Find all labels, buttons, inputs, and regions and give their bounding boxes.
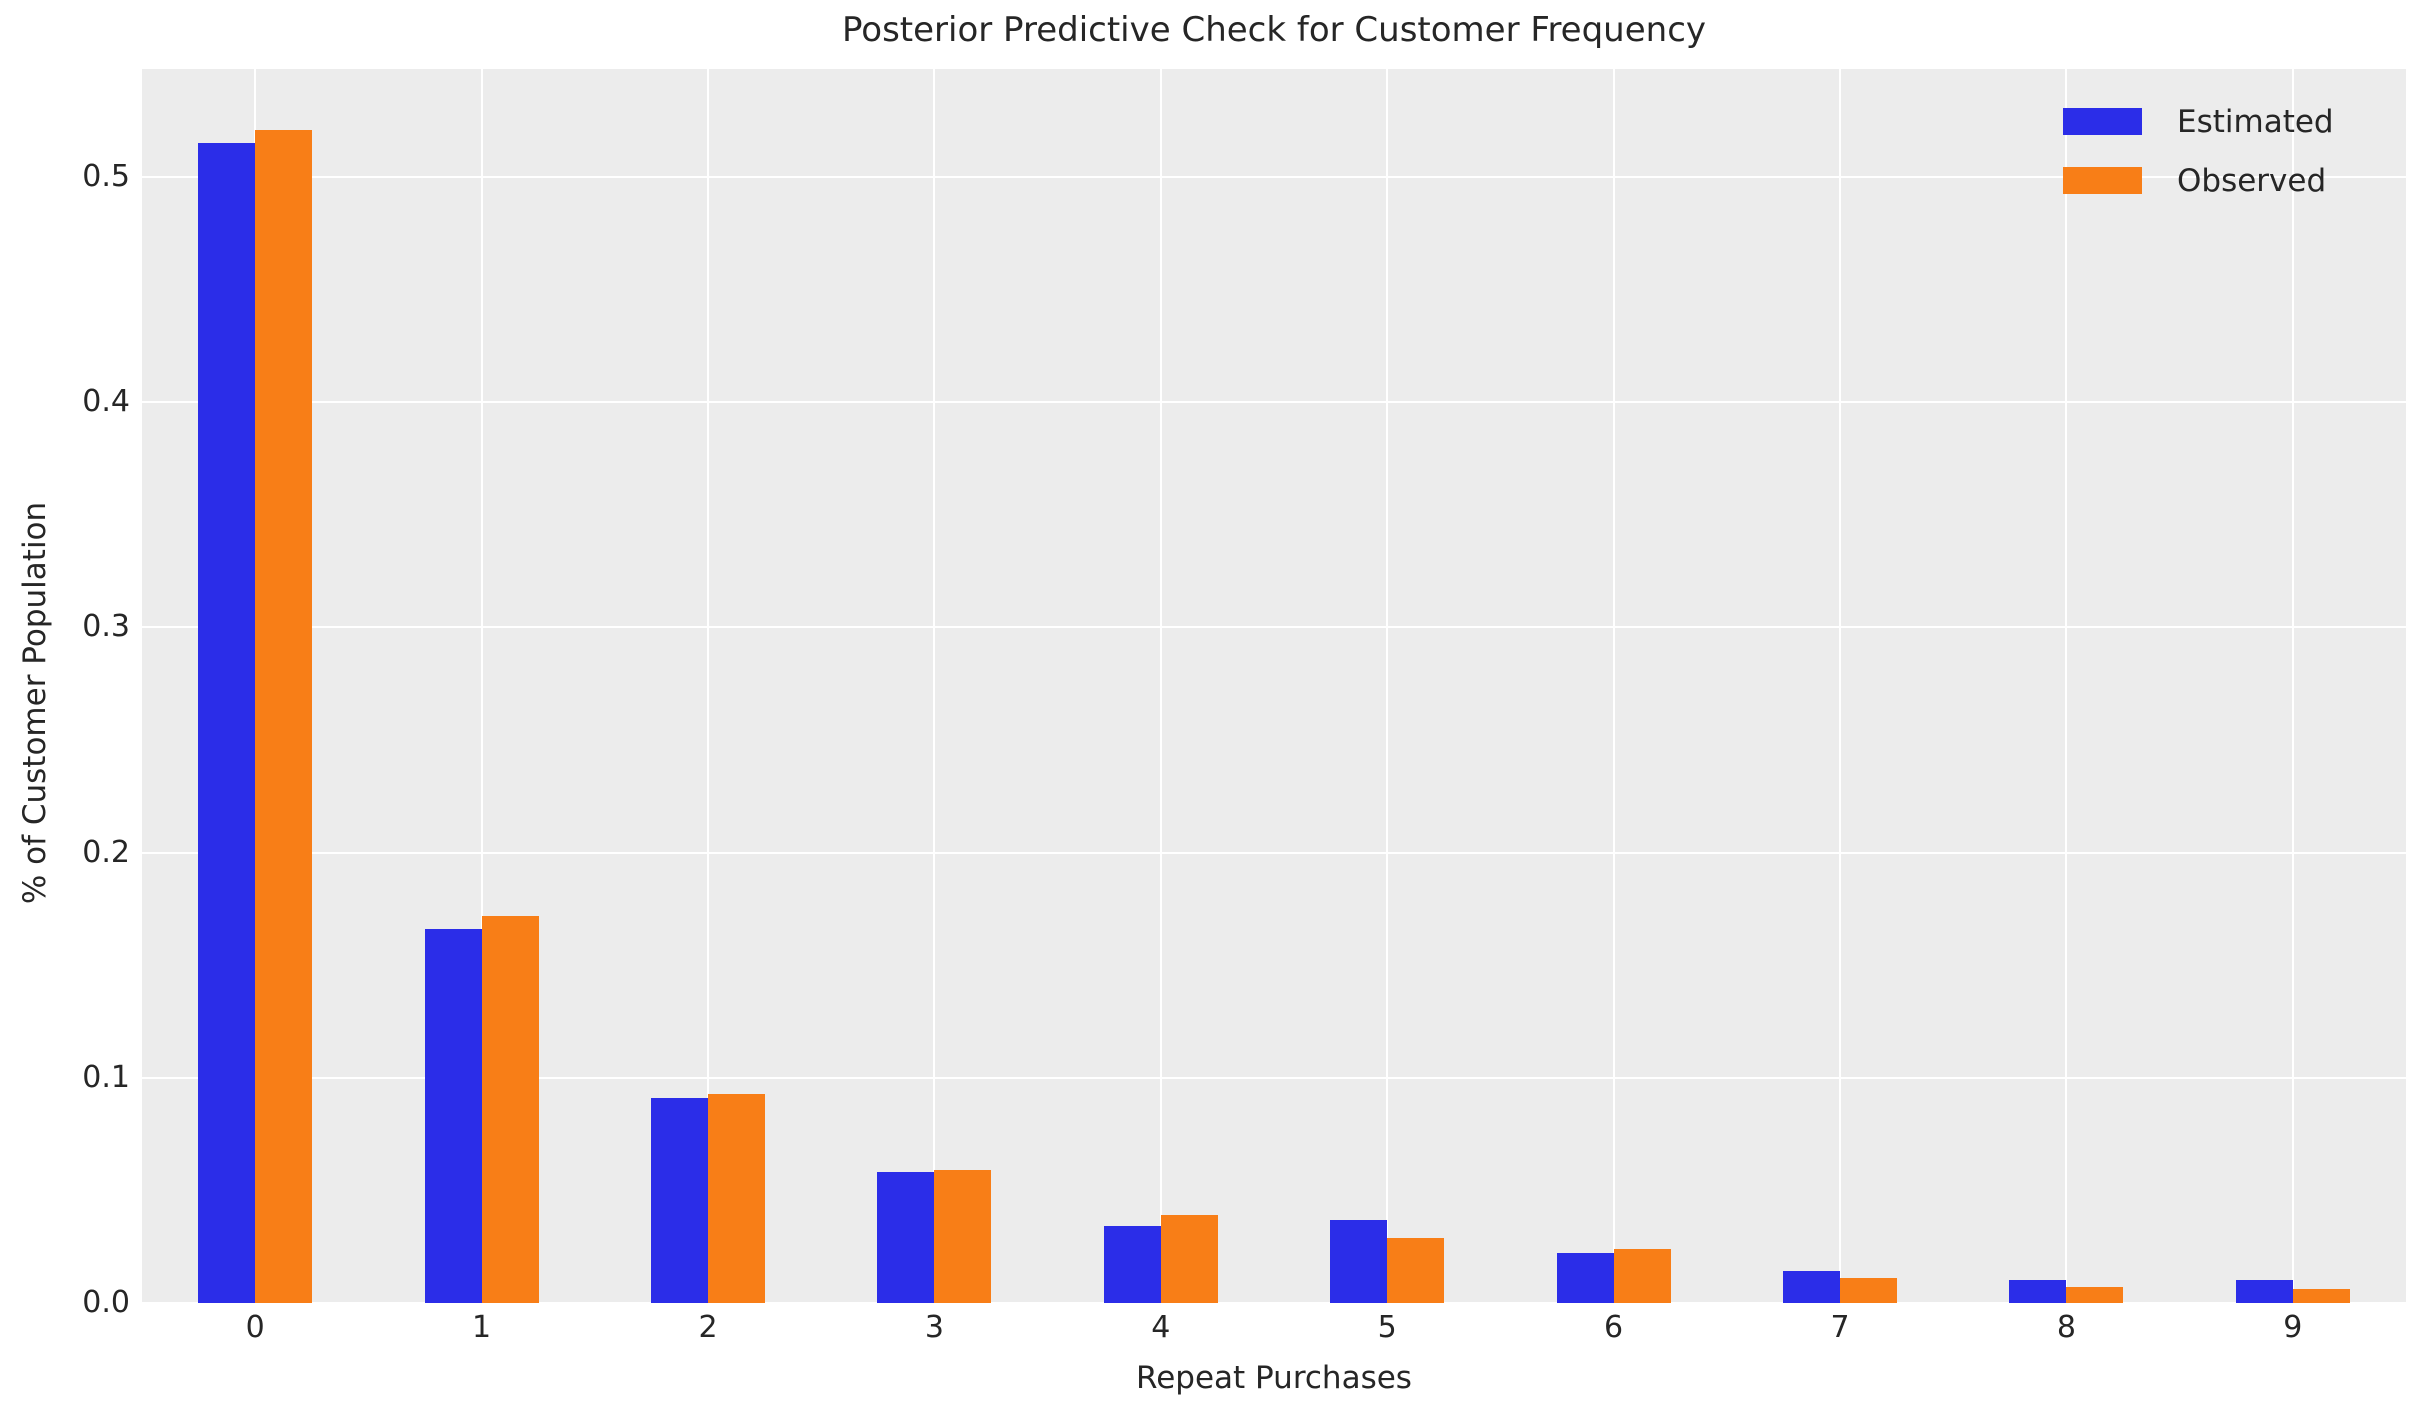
x-tick-label: 8 (2056, 1310, 2076, 1345)
gridline-vertical (2065, 69, 2068, 1303)
y-tick-label: 0.4 (82, 384, 130, 420)
x-tick-label: 4 (1151, 1310, 1171, 1345)
y-tick-label: 0.3 (82, 609, 130, 645)
bar-observed-5 (1387, 1238, 1445, 1303)
gridline-horizontal (142, 851, 2406, 854)
gridline-horizontal (142, 626, 2406, 629)
y-axis-label: % of Customer Population (17, 501, 53, 905)
plot-area: Estimated Observed (142, 69, 2406, 1304)
gridline-vertical (2291, 69, 2294, 1303)
gridline-vertical (1612, 69, 1615, 1303)
gridline-horizontal (142, 1076, 2406, 1079)
x-tick-label: 5 (1377, 1310, 1397, 1345)
y-tick-label: 0.1 (82, 1059, 130, 1095)
bar-observed-7 (1840, 1278, 1897, 1303)
bar-estimated-1 (424, 929, 482, 1303)
gridline-horizontal (142, 1302, 2406, 1304)
bar-observed-9 (2292, 1289, 2350, 1303)
gridline-vertical (480, 69, 483, 1303)
bar-observed-0 (255, 130, 313, 1303)
bar-estimated-6 (1556, 1253, 1614, 1303)
bar-observed-4 (1160, 1215, 1218, 1303)
legend: Estimated Observed (2063, 92, 2334, 210)
x-tick-label: 2 (698, 1310, 718, 1345)
chart-title: Posterior Predictive Check for Customer … (841, 10, 1707, 50)
legend-entry-estimated: Estimated (2063, 92, 2334, 151)
bar-observed-1 (481, 916, 539, 1303)
x-tick-label: 1 (472, 1310, 492, 1345)
bar-estimated-5 (1330, 1220, 1388, 1303)
y-tick-label: 0.5 (82, 159, 130, 195)
x-tick-label: 9 (2283, 1310, 2303, 1345)
bar-observed-3 (934, 1170, 992, 1303)
x-tick-label: 3 (924, 1310, 944, 1345)
bar-estimated-7 (1783, 1271, 1840, 1303)
legend-entry-observed: Observed (2063, 151, 2334, 210)
x-tick-label: 0 (245, 1310, 265, 1345)
y-tick-label: 0.0 (82, 1285, 130, 1320)
gridline-vertical (1386, 69, 1389, 1303)
gridline-vertical (707, 69, 709, 1303)
bar-estimated-8 (2009, 1280, 2067, 1303)
bar-estimated-3 (877, 1172, 935, 1303)
bar-observed-2 (708, 1094, 765, 1303)
bar-estimated-2 (651, 1098, 708, 1303)
bar-estimated-0 (198, 143, 256, 1303)
gridline-vertical (1159, 69, 1162, 1303)
legend-label: Observed (2177, 162, 2327, 199)
legend-swatch-estimated (2063, 108, 2142, 135)
bar-estimated-4 (1103, 1226, 1161, 1303)
y-tick-label: 0.2 (82, 834, 130, 870)
gridline-horizontal (142, 176, 2406, 179)
gridline-horizontal (142, 401, 2406, 404)
x-tick-label: 6 (1604, 1310, 1624, 1345)
legend-swatch-observed (2063, 167, 2142, 194)
bar-observed-8 (2066, 1287, 2124, 1303)
bar-estimated-9 (2235, 1280, 2293, 1303)
x-tick-label: 7 (1830, 1310, 1850, 1345)
legend-label: Estimated (2177, 103, 2334, 140)
gridline-vertical (1839, 69, 1841, 1303)
bar-observed-6 (1613, 1249, 1671, 1303)
x-axis-label: Repeat Purchases (1136, 1360, 1412, 1396)
gridline-vertical (933, 69, 936, 1303)
